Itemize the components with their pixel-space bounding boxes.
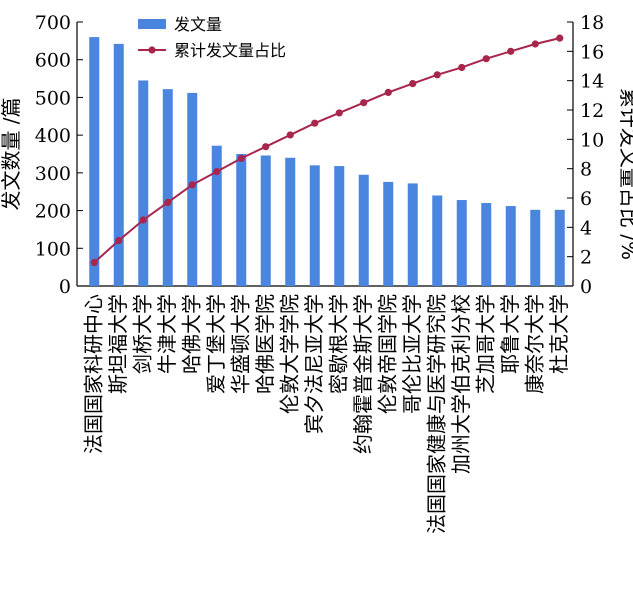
- category-label-18: 耶鲁大学: [498, 294, 522, 374]
- bar-7: [236, 154, 247, 286]
- cumulative-point-14: [409, 80, 417, 88]
- category-label-2: 斯坦福大学: [106, 294, 130, 394]
- y-right-tick-label: 12: [580, 100, 604, 122]
- bar-6: [211, 145, 222, 286]
- bar-10: [309, 165, 320, 286]
- cumulative-point-9: [286, 131, 294, 139]
- y-right-tick-label: 16: [580, 41, 604, 63]
- legend-line-label: 累计发文量占比: [174, 41, 286, 60]
- y-left-tick-label: 0: [59, 276, 71, 298]
- bar-3: [138, 80, 149, 286]
- y-right-tick-label: 4: [580, 217, 592, 239]
- bar-4: [162, 89, 173, 286]
- cumulative-point-10: [311, 119, 319, 127]
- bar-20: [554, 209, 565, 286]
- cumulative-point-15: [433, 71, 441, 79]
- cumulative-point-20: [556, 34, 564, 42]
- category-label-14: 哥伦比亚大学: [400, 294, 424, 414]
- bar-9: [285, 157, 296, 286]
- y-right-tick-label: 2: [580, 247, 592, 269]
- cumulative-point-17: [482, 55, 490, 63]
- bar-13: [383, 181, 394, 286]
- cumulative-point-7: [237, 154, 245, 162]
- bar-14: [407, 183, 418, 286]
- y-right-tick-label: 10: [580, 129, 604, 151]
- y-left-tick-label: 600: [35, 50, 71, 72]
- bar-18: [505, 206, 516, 286]
- cumulative-point-2: [115, 236, 123, 245]
- bar-12: [358, 174, 369, 286]
- cumulative-point-3: [139, 216, 147, 224]
- bar-15: [432, 195, 443, 286]
- category-label-6: 爱丁堡大学: [204, 294, 228, 394]
- category-label-10: 宾夕法尼亚大学: [302, 294, 326, 434]
- category-label-11: 密歇根大学: [326, 294, 350, 394]
- category-label-20: 杜克大学: [547, 294, 571, 374]
- category-label-15: 法国国家健康与医学研究院: [424, 294, 448, 534]
- bar-19: [530, 209, 541, 286]
- category-label-4: 牛津大学: [155, 294, 179, 374]
- category-label-17: 芝加哥大学: [473, 294, 497, 394]
- cumulative-point-11: [335, 109, 343, 117]
- y-axis-right-title: 累计发文量占比 /%: [617, 88, 633, 260]
- bar-11: [334, 166, 345, 286]
- category-label-1: 法国国家科研中心: [81, 294, 105, 454]
- legend-line-marker: [148, 46, 156, 54]
- legend-bar-label: 发文量: [174, 15, 222, 34]
- category-label-12: 约翰霍普金斯大学: [351, 294, 375, 454]
- cumulative-point-19: [531, 40, 539, 48]
- category-label-19: 康奈尔大学: [522, 294, 546, 394]
- cumulative-line: [93, 37, 560, 264]
- y-right-tick-label: 14: [580, 71, 604, 93]
- y-left-tick-label: 100: [35, 238, 71, 260]
- y-right-tick-label: 8: [580, 159, 592, 181]
- category-label-7: 华盛顿大学: [228, 294, 252, 394]
- bar-1: [89, 37, 100, 287]
- cumulative-point-1: [90, 258, 98, 267]
- bar-16: [456, 200, 467, 286]
- cumulative-point-8: [262, 143, 270, 151]
- category-label-9: 伦敦大学学院: [277, 294, 301, 414]
- bar-8: [260, 155, 271, 286]
- y-left-tick-label: 300: [35, 163, 71, 185]
- category-label-8: 哈佛医学院: [253, 294, 277, 394]
- y-right-tick-label: 6: [580, 188, 592, 210]
- bar-2: [113, 43, 124, 287]
- category-label-16: 加州大学伯克利分校: [449, 294, 473, 474]
- y-left-tick-label: 200: [35, 201, 71, 223]
- category-label-13: 伦敦帝国学院: [375, 294, 399, 414]
- y-left-tick-label: 700: [35, 12, 71, 34]
- y-right-tick-label: 0: [580, 276, 592, 298]
- cumulative-point-12: [360, 99, 368, 107]
- cumulative-point-6: [213, 168, 221, 176]
- cumulative-point-18: [507, 47, 515, 55]
- legend-bar-swatch: [138, 19, 166, 29]
- cumulative-point-13: [384, 88, 392, 96]
- y-left-tick-label: 500: [35, 87, 71, 109]
- y-axis-left-title: 发文数量 /篇: [0, 97, 23, 210]
- category-label-3: 剑桥大学: [130, 294, 154, 374]
- cumulative-point-5: [188, 181, 196, 189]
- cumulative-point-16: [458, 63, 466, 72]
- bar-5: [187, 92, 198, 286]
- y-left-tick-label: 400: [35, 125, 71, 147]
- y-right-tick-label: 18: [580, 12, 604, 34]
- cumulative-point-4: [164, 198, 172, 206]
- bar-17: [481, 203, 492, 286]
- category-label-5: 哈佛大学: [179, 294, 203, 374]
